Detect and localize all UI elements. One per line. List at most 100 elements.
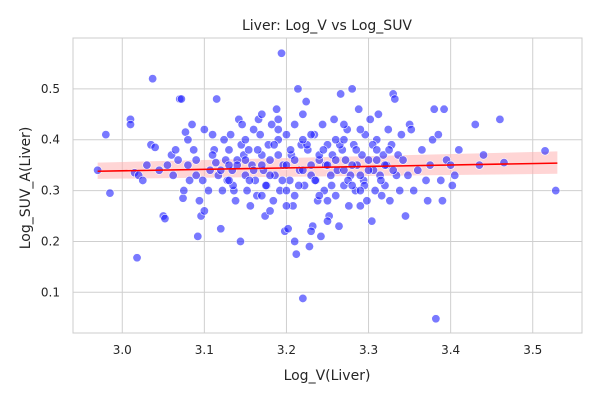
x-axis-label: Log_V(Liver) <box>284 368 371 384</box>
data-point <box>148 74 158 84</box>
data-point <box>245 201 255 211</box>
data-point <box>235 236 245 246</box>
data-point <box>413 165 423 175</box>
data-point <box>257 191 267 201</box>
data-point <box>301 97 311 107</box>
data-point <box>362 196 372 206</box>
data-point <box>499 158 509 168</box>
data-point <box>322 160 332 170</box>
data-point <box>351 145 361 155</box>
data-point <box>306 130 316 140</box>
y-tick-label: 0.5 <box>41 82 60 96</box>
data-point <box>199 125 209 135</box>
data-point <box>298 293 308 303</box>
data-point <box>101 130 111 140</box>
data-point <box>189 145 199 155</box>
data-point <box>450 170 460 180</box>
data-point <box>318 145 328 155</box>
data-point <box>322 196 332 206</box>
data-point <box>199 206 209 216</box>
data-point <box>105 188 115 198</box>
x-tick-label: 3.1 <box>195 343 214 357</box>
data-point <box>224 145 234 155</box>
data-point <box>314 191 324 201</box>
data-point <box>267 119 277 129</box>
data-point <box>364 155 374 165</box>
data-point <box>339 119 349 129</box>
data-point <box>551 186 561 196</box>
data-point <box>193 231 203 241</box>
data-point <box>176 94 186 104</box>
data-point <box>406 125 416 135</box>
data-point <box>231 196 241 206</box>
data-point <box>334 221 344 231</box>
data-point <box>322 216 332 226</box>
data-point <box>316 231 326 241</box>
data-point <box>355 186 365 196</box>
data-point <box>306 226 316 236</box>
data-point <box>431 314 441 324</box>
data-point <box>327 181 337 191</box>
data-point <box>198 175 208 185</box>
y-tick-labels: 0.1 0.2 0.3 0.4 0.5 <box>41 82 60 299</box>
data-point <box>437 196 447 206</box>
data-point <box>224 175 234 185</box>
data-point <box>253 145 263 155</box>
data-point <box>310 175 320 185</box>
data-point <box>380 160 390 170</box>
data-point <box>240 135 250 145</box>
data-point <box>341 155 351 165</box>
data-point <box>208 130 218 140</box>
data-point <box>290 236 300 246</box>
y-tick-label: 0.2 <box>41 234 60 248</box>
data-point <box>219 135 229 145</box>
data-point <box>355 170 365 180</box>
y-tick-label: 0.1 <box>41 285 60 299</box>
points-group <box>93 48 561 324</box>
data-point <box>326 170 336 180</box>
data-point <box>417 145 427 155</box>
data-point <box>245 175 255 185</box>
data-point <box>354 104 364 114</box>
data-point <box>178 193 188 203</box>
data-point <box>370 186 380 196</box>
data-point <box>436 175 446 185</box>
data-point <box>272 104 282 114</box>
data-point <box>378 150 388 160</box>
data-point <box>216 224 226 234</box>
data-point <box>318 119 328 129</box>
chart-title: Liver: Log_V vs Log_SUV <box>242 18 412 34</box>
data-point <box>385 196 395 206</box>
data-point <box>183 135 193 145</box>
x-tick-label: 3.5 <box>523 343 542 357</box>
data-point <box>277 175 287 185</box>
data-point <box>281 186 291 196</box>
data-point <box>357 150 367 160</box>
data-point <box>290 191 300 201</box>
data-point <box>355 125 365 135</box>
data-point <box>125 119 135 129</box>
data-point <box>281 201 291 211</box>
data-point <box>281 130 291 140</box>
data-point <box>304 242 314 252</box>
data-point <box>409 186 419 196</box>
data-point <box>336 89 346 99</box>
data-point <box>347 160 357 170</box>
data-point <box>293 84 303 94</box>
data-point <box>179 186 189 196</box>
data-point <box>138 175 148 185</box>
data-point <box>273 150 283 160</box>
data-point <box>331 135 341 145</box>
data-point <box>277 48 287 58</box>
data-point <box>423 196 433 206</box>
data-point <box>205 165 215 175</box>
data-point <box>180 127 190 137</box>
plot-frame <box>72 37 583 334</box>
data-point <box>396 130 406 140</box>
data-point <box>286 145 296 155</box>
data-point <box>355 201 365 211</box>
data-point <box>388 165 398 175</box>
data-point <box>454 145 464 155</box>
